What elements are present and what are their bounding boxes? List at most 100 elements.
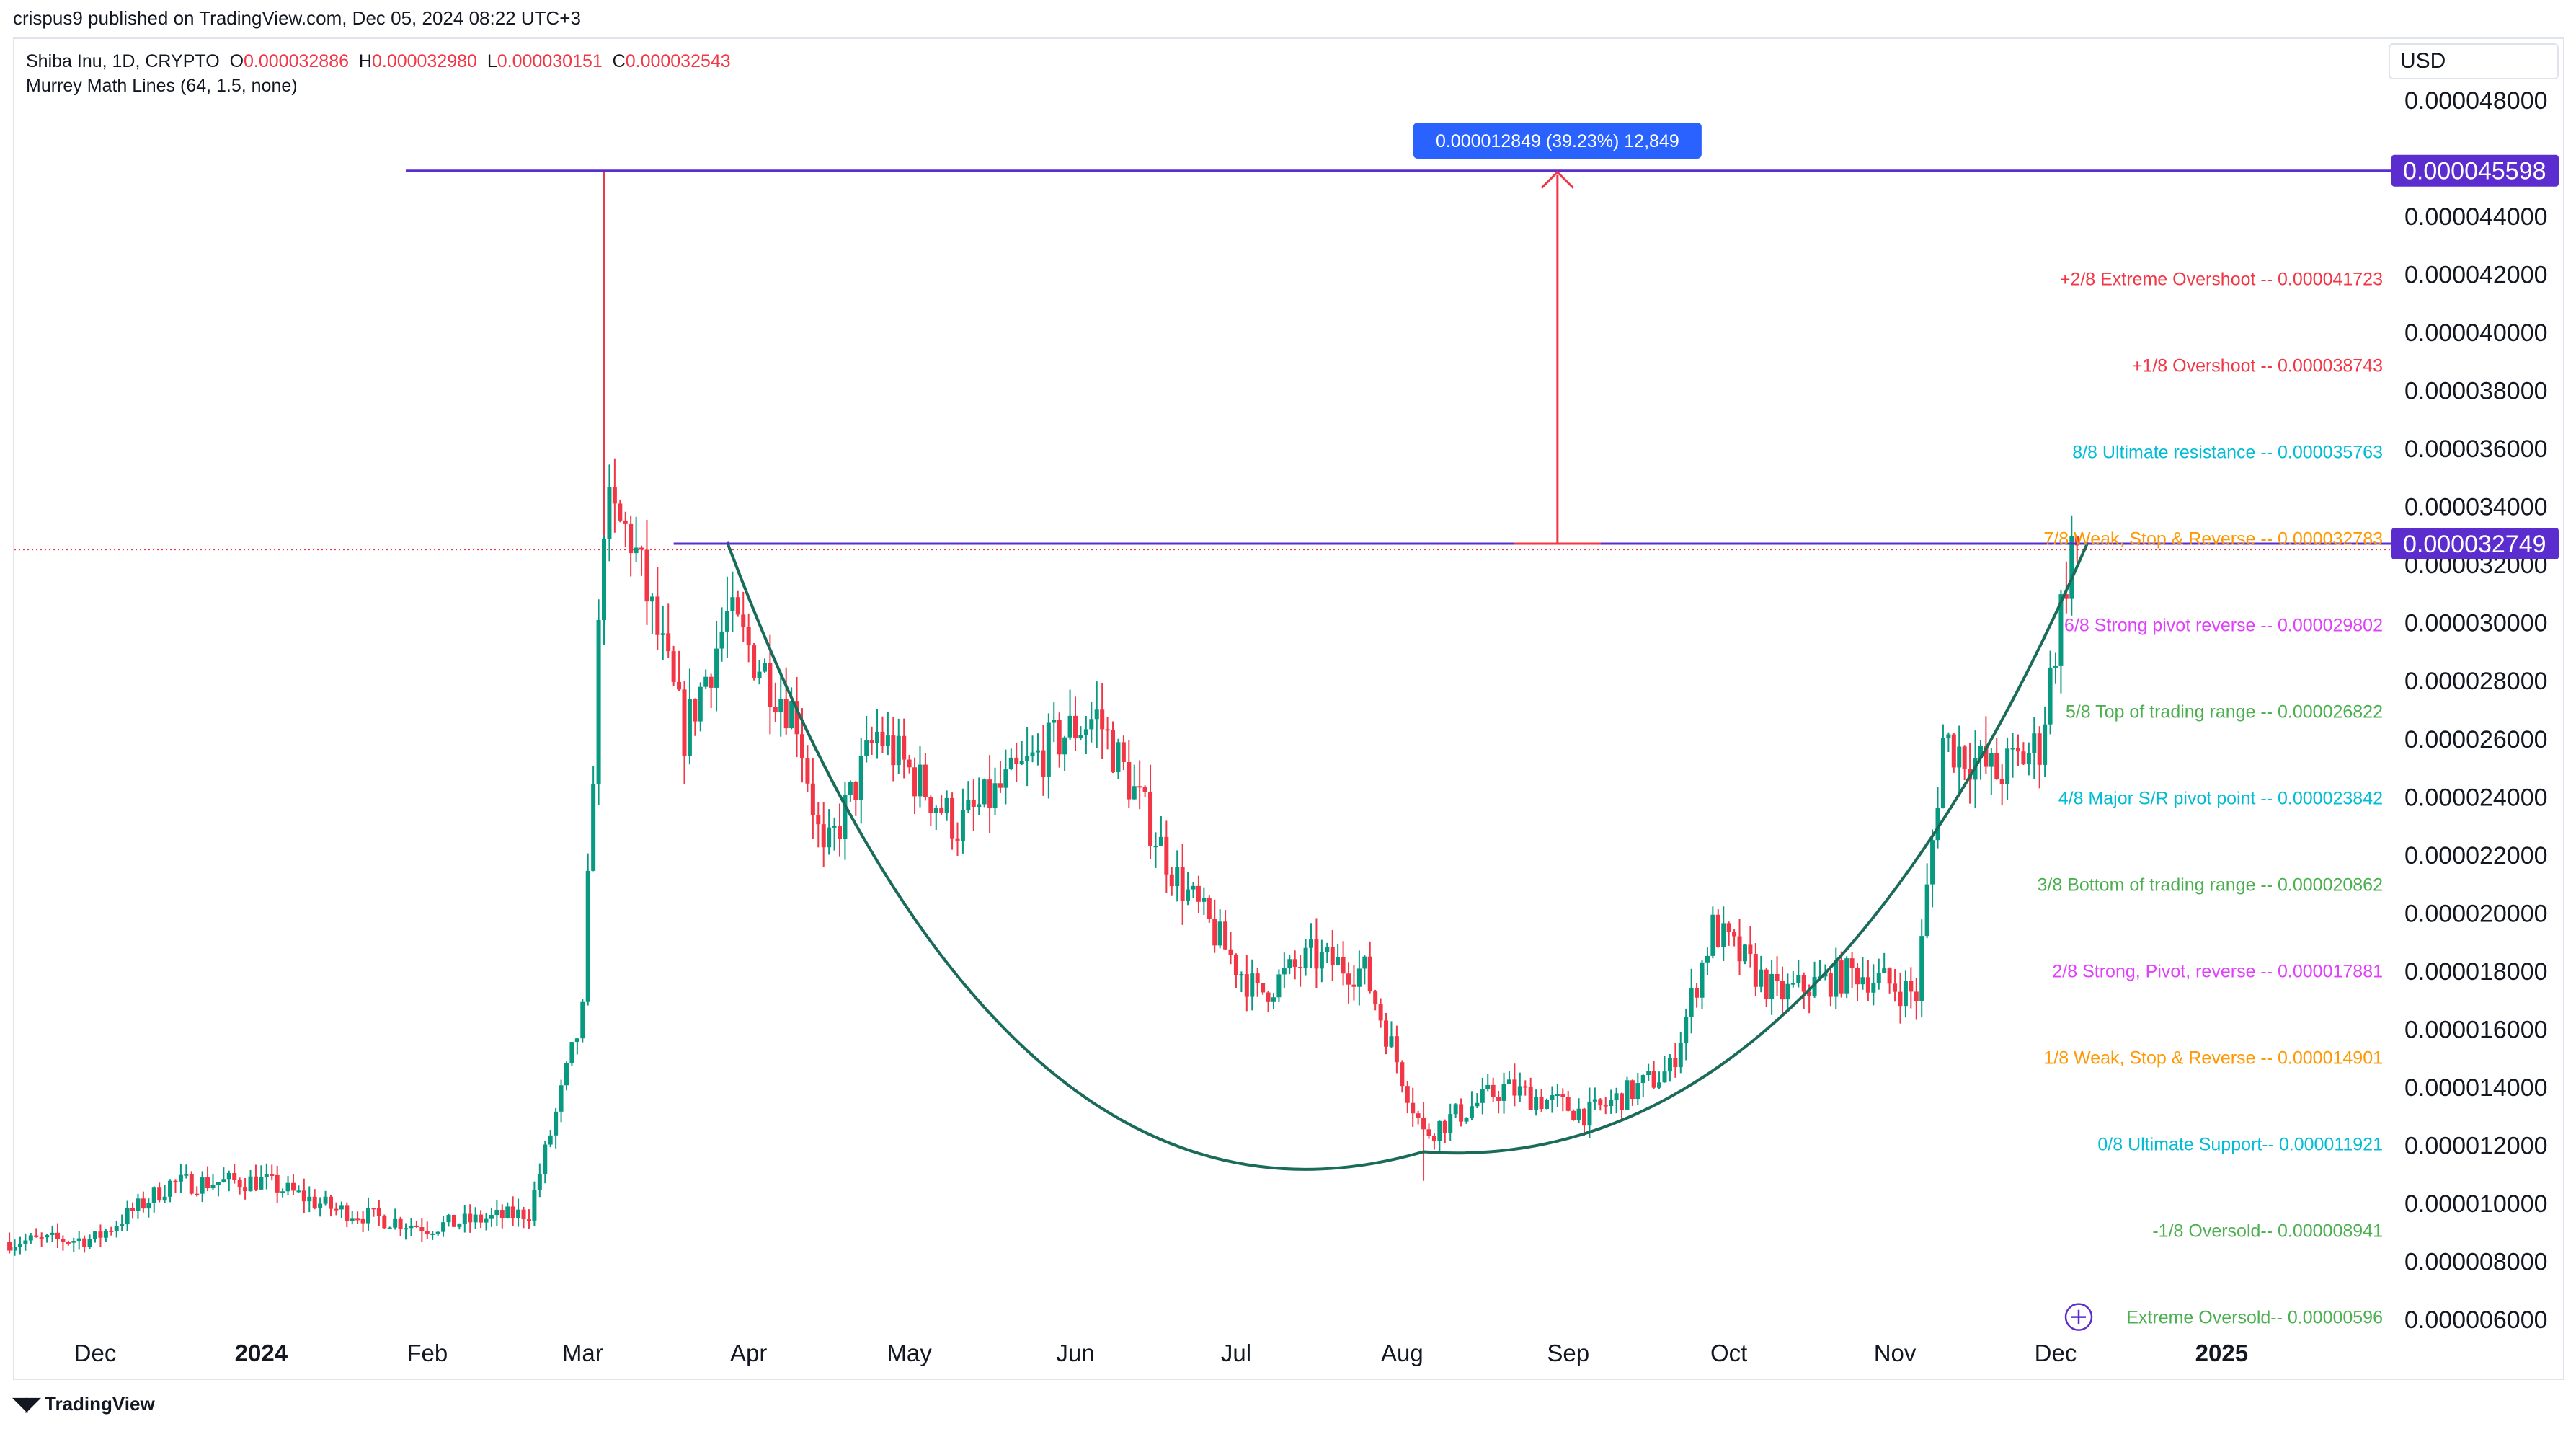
candle-body (521, 1209, 526, 1220)
candle-body (944, 797, 949, 813)
candle-body (1924, 884, 1929, 937)
murrey-level-label: Extreme Oversold-- 0.00000596 (2126, 1308, 2383, 1328)
candle-body (735, 597, 740, 615)
candle-body (205, 1177, 210, 1189)
legend: Shiba Inu, 1D, CRYPTO O0.000032886 H0.00… (26, 49, 731, 98)
candle-body (1544, 1100, 1549, 1109)
candle-body (778, 699, 783, 712)
candle-body (773, 707, 778, 712)
high-label: H (358, 51, 372, 71)
indicator-label[interactable]: Murrey Math Lines (64, 1.5, none) (26, 76, 298, 96)
candle-body (1914, 991, 1919, 1001)
candle-body (875, 731, 880, 743)
candle-body (1957, 746, 1962, 768)
candle-body (2010, 748, 2015, 750)
y-tick-label: 0.000048000 (2404, 87, 2548, 115)
candle-body (50, 1232, 55, 1235)
candle-body (114, 1226, 119, 1231)
candle-body (66, 1242, 71, 1244)
candle-body (1250, 973, 1255, 997)
currency-selector[interactable]: USD (2389, 43, 2559, 79)
candle-body (1008, 757, 1013, 770)
candle-body (677, 681, 682, 690)
candle-body (671, 651, 676, 682)
candle-body (318, 1203, 323, 1208)
candle-body (387, 1227, 392, 1229)
candle-body (1153, 846, 1158, 848)
candle-body (1437, 1120, 1442, 1141)
candle-body (660, 633, 665, 635)
candle-body (1940, 738, 1945, 808)
candle-body (596, 619, 601, 784)
candle-body (1882, 968, 1887, 973)
candle-body (574, 1038, 579, 1043)
candle-body (1025, 756, 1030, 761)
murrey-level-label: +2/8 Extreme Overshoot -- 0.000041723 (2060, 270, 2383, 290)
y-tick-label: 0.000006000 (2404, 1306, 2548, 1334)
candle-body (1003, 769, 1008, 788)
candle-body (1951, 734, 1956, 768)
candle-body (1469, 1106, 1474, 1118)
candle-body (1539, 1097, 1544, 1109)
candle-body (1860, 977, 1865, 985)
candle-body (290, 1182, 296, 1191)
candle-body (655, 596, 660, 635)
candle-body (1571, 1110, 1576, 1120)
candle-body (1453, 1104, 1458, 1115)
candle-body (1801, 975, 1806, 992)
candle-body (1292, 959, 1297, 968)
x-tick-label: Dec (74, 1340, 117, 1366)
open-label: O (229, 51, 244, 71)
candle-body (1078, 735, 1083, 739)
candle-body (1426, 1129, 1431, 1136)
candle-body (543, 1144, 548, 1175)
candle-body (1464, 1118, 1469, 1122)
candle-body (1930, 840, 1935, 885)
candle-body (221, 1179, 226, 1182)
candle-body (1191, 885, 1196, 890)
symbol-label[interactable]: Shiba Inu, 1D, CRYPTO (26, 51, 220, 71)
candle-body (1094, 709, 1099, 720)
candle-body (1416, 1113, 1421, 1118)
candle-body (376, 1208, 381, 1216)
candle-body (350, 1218, 355, 1221)
low-value: 0.000030151 (497, 51, 603, 71)
candle-body (564, 1063, 569, 1086)
candle-body (1876, 973, 1881, 983)
candle-body (1625, 1080, 1630, 1110)
candle-body (1207, 898, 1212, 919)
candle-body (446, 1214, 451, 1223)
x-tick-label: Dec (2035, 1340, 2077, 1366)
candle-body (87, 1239, 92, 1247)
candle-body (1534, 1097, 1539, 1110)
candle-body (703, 676, 709, 687)
candle-body (1855, 968, 1860, 985)
candle-body (1903, 981, 1908, 1007)
candle-body (719, 631, 724, 649)
candle-body (1073, 715, 1078, 739)
candle-body (1603, 1105, 1608, 1107)
candle-body (457, 1224, 462, 1227)
candle-body (2005, 748, 2010, 784)
candle-body (366, 1208, 371, 1224)
candle-body (76, 1238, 81, 1242)
candle-body (1651, 1071, 1656, 1088)
candle-body (1233, 955, 1238, 975)
murrey-level-label: +1/8 Overshoot -- 0.000038743 (2132, 356, 2383, 376)
candle-body (414, 1225, 419, 1228)
measure-arrow-head (1540, 170, 1574, 189)
candle-body (1158, 836, 1163, 846)
candle-body (479, 1214, 484, 1223)
candle-body (1582, 1108, 1587, 1126)
candle-body (709, 676, 714, 688)
candle-body (634, 547, 639, 554)
candle-body (1186, 889, 1191, 902)
candle-body (210, 1185, 216, 1189)
low-label: L (487, 51, 497, 71)
candle-body (505, 1206, 510, 1218)
candle-body (1121, 742, 1126, 763)
candle-body (998, 783, 1003, 788)
candle-body (1148, 792, 1153, 846)
candle-body (1726, 923, 1731, 932)
